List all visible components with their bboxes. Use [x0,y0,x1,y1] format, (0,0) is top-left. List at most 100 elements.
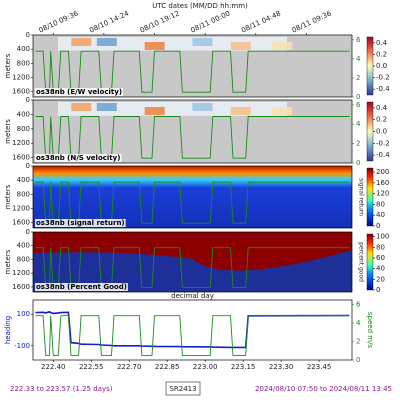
colorbar-tick-label: -0.4 [376,151,390,159]
x2-tick-label: 08/11 09:36 [291,9,333,34]
colorbar-tick-label: 0.4 [376,104,388,112]
heatmap-patch [71,38,92,46]
y-tick-label: 400 [17,242,30,250]
heatmap-top [33,232,352,271]
top-axis-label: UTC dates (MM/DD hh:mm) [152,2,248,10]
heatmap-patch [71,103,92,111]
colorbar-tick-label: 80 [376,243,385,251]
y2-tick-label: 6 [356,36,361,44]
y2-tick-label: 4 [356,120,361,128]
y-axis-label: heading [4,316,12,344]
heatmap-patch [144,107,165,115]
y-tick-label: 100 [17,310,30,318]
colorbar-tick-label: -0.2 [376,139,390,147]
colorbar-tick-label: 20 [376,275,385,283]
y-tick-label: 800 [17,255,30,263]
y-axis-label: meters [4,119,12,144]
panel-title: os38nb (E/W velocity) [36,88,122,96]
colorbar [366,36,374,96]
y2-tick-label: 2 [356,338,360,346]
heatmap-patch [192,103,213,111]
y2-tick-label: 0 [356,93,360,101]
y-tick-label: 400 [17,176,30,184]
y2-axis-label: speed m/s [366,312,374,349]
x-tick-label: 223.45 [307,363,332,371]
y-tick-label: 1600 [12,219,30,227]
x2-tick-label: 08/11 00:00 [189,9,231,34]
colorbar-tick-label: 0.0 [376,128,387,136]
y-tick-label: 800 [17,190,30,198]
y-tick-label: 1600 [12,283,30,291]
y-tick-label: 0 [26,228,30,236]
plot-frame [32,99,353,164]
x-tick-label: 223.15 [231,363,256,371]
heatmap-patch [96,103,117,111]
colorbar-tick-label: 80 [376,200,385,208]
y2-tick-label: 4 [356,55,361,63]
panel-title: os38nb (signal return) [36,219,125,227]
footer-cruise: SR2413 [169,385,196,393]
y-tick-label: 1200 [12,205,30,213]
heatmap-patch [272,42,293,50]
plot-frame [32,165,353,229]
x2-tick-label: 08/10 19:12 [139,9,181,34]
y2-tick-label: 2 [356,140,360,148]
plot-bg [33,300,352,360]
panel-title-bg [35,154,122,162]
y2-tick-label: 6 [356,301,361,309]
panel-title: os38nb (N/S velocity) [36,154,120,162]
plot-frame [32,231,353,293]
y-tick-label: 1200 [12,139,30,147]
y-tick-label: 400 [17,110,30,118]
y-tick-label: 400 [17,45,30,53]
colorbar [366,101,374,162]
heatmap-patch [192,38,213,46]
x-axis-label: decimal day [171,292,214,300]
colorbar-label: signal return [358,178,365,216]
panel-title: os38nb (Percent Good) [36,283,127,291]
colorbar-tick-label: 100 [376,233,389,241]
y-axis-label: meters [4,184,12,209]
colorbar-tick-label: -0.2 [376,74,390,82]
panel-title-bg [35,283,128,291]
y-tick-label: 800 [17,59,30,67]
colorbar-tick-label: 0.2 [376,116,387,124]
y-tick-label: 0 [26,31,30,39]
x2-tick-label: 08/10 09:36 [38,9,80,34]
colorbar [366,233,374,291]
plot-frame [32,34,353,98]
x-tick-label: 223.30 [269,363,294,371]
y2-tick-label: 6 [356,101,361,109]
y-tick-label: 0 [26,96,30,104]
colorbar-tick-label: 0.2 [376,50,387,58]
colorbar-tick-label: 0.0 [376,62,387,70]
x-tick-label: 222.85 [155,363,180,371]
x2-tick-label: 08/10 14:24 [88,9,130,34]
footer-dates: 2024/08/10 07:50 to 2024/08/11 13:45 [255,385,392,393]
y-tick-label: 1200 [12,269,30,277]
colorbar [366,167,374,227]
heatmap-band [58,37,287,51]
colorbar-label: percent good [358,242,365,282]
series-line [35,315,350,356]
colorbar-tick-label: 0.4 [376,39,388,47]
x2-tick-label: 08/11 04:48 [240,9,282,34]
y2-tick-label: 2 [356,74,360,82]
colorbar-tick-label: 40 [376,211,385,219]
y-tick-label: 800 [17,125,30,133]
heatmap-bg [33,166,352,228]
heatmap-patch [230,42,251,50]
colorbar-tick-label: 60 [376,254,385,262]
y-tick-label: 1600 [12,154,30,162]
y-axis-label: meters [4,249,12,274]
heatmap-patch [144,42,165,50]
y-tick-label: 0 [26,162,30,170]
y-tick-label: -100 [14,342,30,350]
y2-tick-label: 4 [356,319,361,327]
panel-title-bg [35,219,126,227]
colorbar-tick-label: 0 [376,286,380,294]
colorbar-tick-label: -0.4 [376,85,390,93]
x-tick-label: 223.00 [193,363,218,371]
